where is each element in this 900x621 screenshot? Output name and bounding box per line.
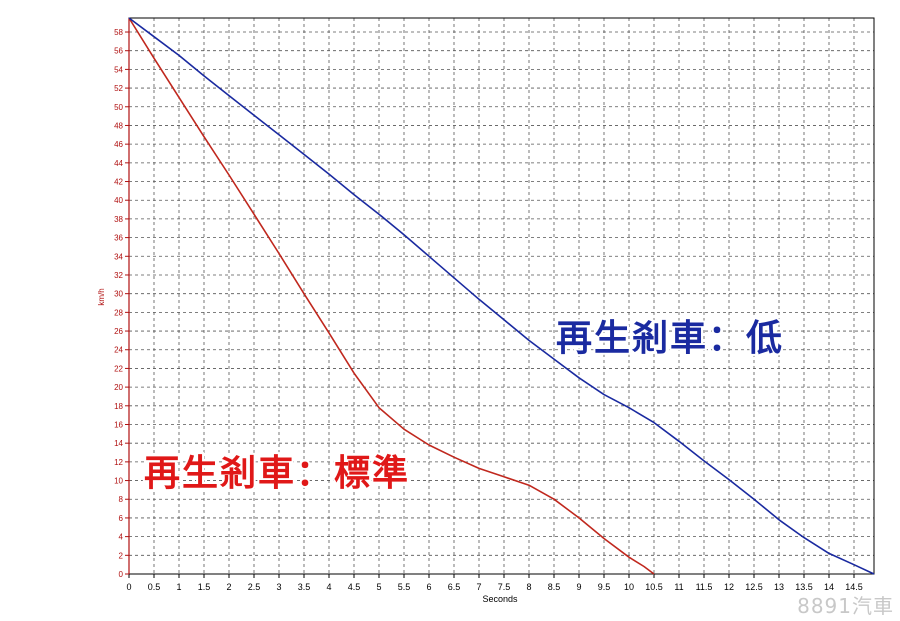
y-tick-label: 52: [114, 84, 123, 93]
x-tick-label: 12.5: [745, 582, 763, 592]
x-tick-label: 12: [724, 582, 734, 592]
y-tick-label: 54: [114, 65, 123, 74]
y-tick-label: 8: [119, 495, 124, 504]
x-tick-label: 9.5: [598, 582, 611, 592]
y-tick-label: 36: [114, 234, 123, 243]
grid-lines: [129, 18, 874, 574]
x-tick-label: 1.5: [198, 582, 211, 592]
x-tick-label: 14.5: [845, 582, 863, 592]
x-tick-label: 0: [126, 582, 131, 592]
x-tick-label: 11: [674, 582, 683, 592]
series-line-standard: [128, 17, 655, 575]
y-tick-label: 10: [114, 477, 123, 486]
x-tick-label: 13: [774, 582, 784, 592]
y-tick-label: 56: [114, 47, 123, 56]
y-axis-label: km/h: [97, 288, 106, 305]
x-axis-label: Seconds: [482, 594, 518, 604]
x-tick-label: 2: [226, 582, 231, 592]
y-tick-label: 18: [114, 402, 123, 411]
x-tick-label: 10.5: [645, 582, 663, 592]
y-tick-label: 28: [114, 308, 123, 317]
x-tick-label: 4: [326, 582, 331, 592]
x-tick-label: 11.5: [696, 582, 713, 592]
y-tick-label: 22: [114, 364, 123, 373]
x-tick-label: 3: [276, 582, 281, 592]
x-tick-label: 14: [824, 582, 834, 592]
y-tick-label: 4: [119, 533, 124, 542]
y-tick-label: 6: [119, 514, 124, 523]
y-tick-label: 26: [114, 327, 123, 336]
x-tick-label: 3.5: [298, 582, 311, 592]
x-tick-label: 8.5: [548, 582, 561, 592]
y-tick-label: 32: [114, 271, 123, 280]
y-tick-label: 30: [114, 290, 123, 299]
y-tick-label: 14: [114, 439, 123, 448]
series-lines: [128, 17, 875, 575]
axes: [125, 17, 875, 578]
annotation-standard: 再生剎車：標準: [144, 453, 410, 494]
x-tick-label: 8: [526, 582, 531, 592]
y-tick-label: 38: [114, 215, 123, 224]
y-tick-label: 42: [114, 178, 123, 187]
x-tick-label: 10: [624, 582, 634, 592]
x-tick-label: 9: [576, 582, 581, 592]
y-tick-label: 12: [114, 458, 123, 467]
y-tick-label: 40: [114, 196, 123, 205]
x-tick-label: 1: [176, 582, 181, 592]
x-tick-label: 7.5: [498, 582, 511, 592]
x-tick-labels: 0 0.5 1 1.5 2 2.5 3 3.5 4 4.5 5 5.5 6 6.5 7 7.5 8 8.5 9 9.5…: [126, 582, 862, 592]
x-tick-label: 4.5: [348, 582, 361, 592]
x-tick-label: 13.5: [795, 582, 813, 592]
series-line-low: [128, 17, 875, 575]
y-tick-label: 2: [119, 551, 124, 560]
y-tick-label: 24: [114, 346, 123, 355]
y-tick-label: 58: [114, 28, 123, 37]
x-tick-label: 7: [476, 582, 481, 592]
y-tick-label: 34: [114, 252, 123, 261]
y-tick-label: 20: [114, 383, 123, 392]
y-tick-labels: 0246810121416182022242628303234363840424…: [114, 28, 123, 579]
watermark-logo: 8891汽車: [797, 594, 894, 618]
annotation-low: 再生剎車：低: [556, 318, 784, 359]
x-tick-label: 5.5: [398, 582, 411, 592]
x-tick-label: 2.5: [248, 582, 261, 592]
y-tick-label: 50: [114, 103, 123, 112]
x-tick-label: 5: [376, 582, 381, 592]
y-tick-label: 0: [119, 570, 124, 579]
y-tick-label: 16: [114, 420, 123, 429]
x-tick-label: 0.5: [148, 582, 161, 592]
x-tick-label: 6: [426, 582, 431, 592]
x-tick-label: 6.5: [448, 582, 461, 592]
y-tick-label: 48: [114, 121, 123, 130]
y-tick-label: 44: [114, 159, 123, 168]
y-tick-label: 46: [114, 140, 123, 149]
